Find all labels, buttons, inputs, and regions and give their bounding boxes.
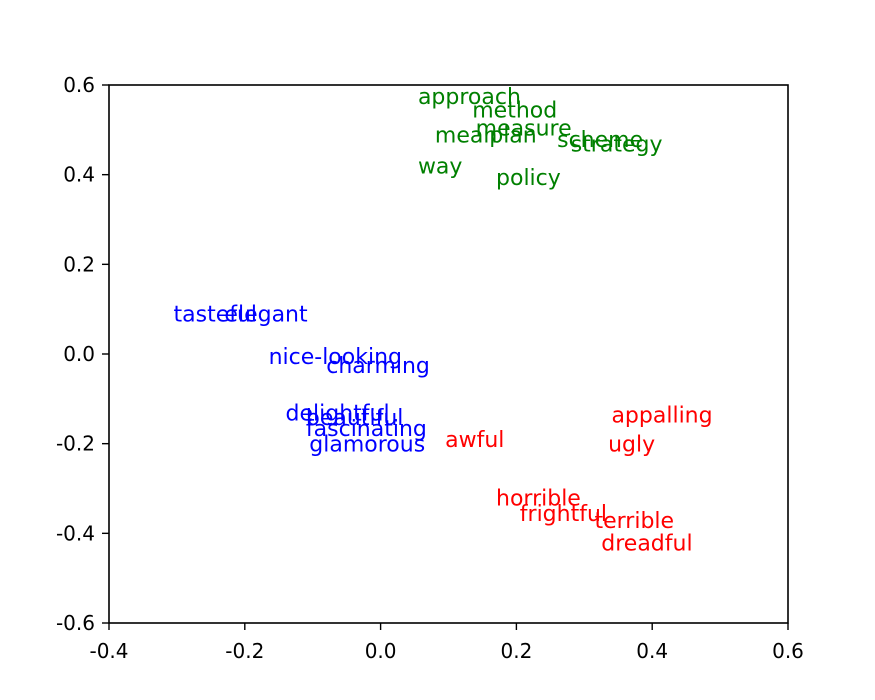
word-label-scheme: scheme xyxy=(557,128,643,153)
word-label-elegant: elegant xyxy=(224,303,308,328)
word-label-tasteful: tasteful xyxy=(174,303,258,328)
word-label-appalling: appalling xyxy=(611,404,712,429)
word-label-beautiful: beautiful xyxy=(306,406,403,431)
word-label-glamorous: glamorous xyxy=(309,433,425,458)
word-label-charming: charming xyxy=(326,354,430,379)
word-label-horrible: horrible xyxy=(496,486,581,511)
word-label-dreadful: dreadful xyxy=(601,531,692,556)
y-tick-label: 0.6 xyxy=(63,73,95,97)
x-tick-label: 0.0 xyxy=(365,639,397,663)
word-label-plan: plan xyxy=(489,123,537,148)
word-label-ugly: ugly xyxy=(608,433,655,458)
word-label-mean: mean xyxy=(435,123,497,148)
word-label-way: way xyxy=(418,155,463,180)
y-tick-label: 0.0 xyxy=(63,342,95,366)
x-tick-label: 0.4 xyxy=(636,639,668,663)
word-label-terrible: terrible xyxy=(594,509,674,534)
x-tick-label: -0.4 xyxy=(89,639,128,663)
axis-ticks: -0.4 -0.2 0.0 0.2 0.4 0.6 -0.6 -0.4 -0.2 0.0 0.2 0.… xyxy=(56,73,804,663)
x-tick-label: -0.2 xyxy=(225,639,264,663)
y-tick-label: 0.2 xyxy=(63,252,95,276)
word-label-fascinating: fascinating xyxy=(306,417,427,442)
x-tick-label: 0.2 xyxy=(500,639,532,663)
y-tick-label: 0.4 xyxy=(63,163,95,187)
y-tick-label: -0.4 xyxy=(56,521,95,545)
word-label-method: method xyxy=(472,99,557,124)
word-label-delightful: delightful xyxy=(286,401,390,426)
word-label-strategy: strategy xyxy=(571,132,663,157)
plot-frame xyxy=(108,84,789,624)
word-label-measure: measure xyxy=(476,117,572,142)
word-label-nice-looking: nice-looking xyxy=(269,345,402,370)
x-tick-label: 0.6 xyxy=(772,639,804,663)
y-tick-label: -0.2 xyxy=(56,432,95,456)
y-tick-label: -0.6 xyxy=(56,611,95,635)
word-label-approach: approach xyxy=(418,85,521,110)
word-label-awful: awful xyxy=(445,428,504,453)
word-label-policy: policy xyxy=(496,166,561,191)
word-label-frightful: frightful xyxy=(520,502,607,527)
